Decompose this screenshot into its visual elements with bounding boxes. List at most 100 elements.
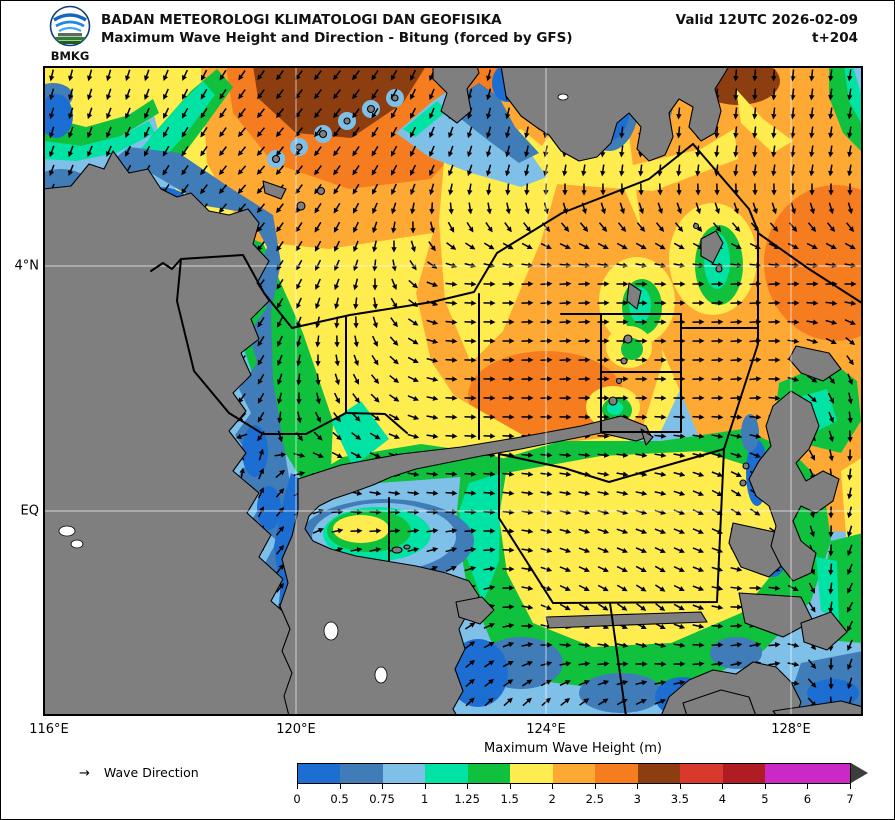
wave-direction-arrow (808, 601, 816, 613)
wave-direction-arrow (353, 354, 359, 367)
wave-direction-arrow (448, 145, 454, 158)
wave-direction-arrow (809, 88, 815, 101)
wave-direction-arrow (502, 357, 515, 363)
wave-direction-arrow (483, 623, 495, 629)
colorbar-tick-label: 2 (548, 792, 556, 806)
wave-direction-arrow (654, 300, 667, 306)
colorbar-segment (510, 764, 553, 783)
colorbar-tick-mark (722, 784, 724, 789)
wave-direction-arrow (809, 145, 815, 158)
colorbar-tick-label: 0 (293, 792, 301, 806)
wave-direction-arrow (371, 145, 379, 157)
colorbar-tick-label: 0.5 (330, 792, 349, 806)
wave-direction-arrow (846, 601, 854, 613)
wave-direction-arrow (426, 414, 439, 420)
wave-direction-arrow (654, 395, 667, 401)
colorbar-tick-mark (339, 784, 341, 789)
wave-direction-arrow (277, 316, 284, 328)
wave-direction-arrow (597, 547, 610, 553)
wave-direction-arrow (352, 373, 360, 385)
wave-direction-arrow (426, 395, 439, 401)
wave-direction-arrow (654, 414, 667, 420)
wave-direction-arrow (143, 145, 151, 157)
wave-direction-arrow (237, 146, 247, 157)
wave-direction-arrow (464, 281, 477, 287)
wave-direction-arrow (616, 565, 628, 572)
wave-direction-arrow (483, 242, 495, 250)
wave-direction-arrow (540, 566, 553, 572)
wave-direction-arrow (371, 164, 379, 176)
wave-direction-arrow (711, 623, 724, 629)
wave-direction-arrow (275, 488, 285, 498)
wave-direction-arrow (654, 699, 667, 705)
wave-direction-arrow (806, 281, 819, 287)
wave-direction-arrow (106, 126, 112, 139)
wave-direction-arrow (676, 202, 682, 215)
wave-direction-arrow (730, 452, 743, 458)
wave-direction-arrow (257, 89, 265, 100)
wave-direction-arrow (200, 146, 208, 157)
wave-direction-arrow (258, 468, 264, 480)
wave-direction-arrow (825, 337, 837, 344)
wave-direction-arrow (768, 357, 781, 363)
wave-direction-arrow (847, 69, 853, 82)
wave-direction-arrow (333, 165, 341, 176)
wave-direction-arrow (353, 240, 359, 253)
wave-direction-arrow (844, 300, 857, 306)
wave-direction-arrow (293, 452, 306, 458)
wave-direction-arrow (847, 373, 853, 386)
wave-direction-arrow (809, 126, 815, 139)
wave-direction-arrow (619, 202, 625, 215)
wave-direction-arrow (277, 335, 283, 347)
wave-direction-arrow (730, 489, 742, 497)
wave-direction-arrow (771, 202, 777, 215)
wave-direction-arrow (654, 584, 666, 592)
valid-block: Valid 12UTC 2026-02-09 t+204 (676, 11, 858, 47)
wave-direction-arrow (559, 642, 572, 648)
wave-direction-arrow (521, 357, 534, 363)
wave-direction-arrow (559, 471, 572, 477)
wave-direction-arrow (502, 338, 515, 344)
wave-direction-arrow (219, 108, 227, 119)
wave-direction-arrow (464, 490, 477, 496)
wave-direction-arrow (466, 221, 474, 233)
wave-direction-arrow (277, 392, 283, 405)
wave-direction-arrow (673, 528, 686, 534)
wave-direction-arrow (847, 620, 854, 632)
wave-direction-arrow (828, 658, 834, 671)
wave-direction-arrow (502, 300, 515, 306)
colorbar-tick-label: 6 (803, 792, 812, 806)
wave-direction-arrow (616, 300, 629, 306)
wave-direction-arrow (445, 376, 458, 382)
wave-direction-arrow (352, 146, 360, 157)
wave-direction-arrow (334, 278, 340, 291)
wave-direction-arrow (276, 203, 284, 214)
wave-direction-arrow (825, 300, 838, 306)
wave-direction-arrow (465, 641, 476, 649)
wave-direction-arrow (277, 373, 283, 386)
wave-direction-arrow (87, 145, 93, 158)
wave-direction-arrow (315, 335, 321, 348)
wave-direction-arrow (351, 432, 362, 440)
wave-direction-arrow (521, 414, 534, 420)
wave-direction-arrow (847, 183, 853, 196)
wave-direction-arrow (844, 281, 857, 287)
wave-direction-arrow (257, 411, 265, 423)
wave-direction-arrow (407, 433, 420, 439)
wave-direction-arrow (391, 221, 397, 234)
wave-direction-arrow (559, 603, 571, 611)
wave-direction-arrow (521, 376, 534, 382)
wave-direction-arrow (162, 126, 170, 138)
wave-direction-arrow (369, 547, 382, 553)
wave-direction-arrow (486, 183, 492, 196)
wave-direction-arrow (768, 300, 781, 306)
legend: → Wave Direction Maximum Wave Height (m) … (1, 739, 894, 819)
wave-direction-arrow (369, 490, 382, 496)
colorbar-tick-label: 1 (420, 792, 429, 806)
wave-direction-arrow (521, 547, 534, 553)
wave-direction-arrow (540, 452, 553, 458)
wave-direction-arrow (333, 221, 341, 233)
x-tick-label: 128°E (771, 722, 811, 737)
wave-direction-arrow (828, 449, 834, 462)
wave-direction-arrow (578, 603, 590, 611)
